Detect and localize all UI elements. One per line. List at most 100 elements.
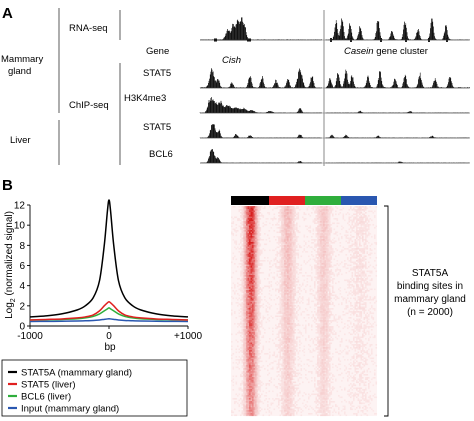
- heatmap-cell: [324, 212, 327, 214]
- heatmap-cell: [255, 261, 257, 264]
- heatmap-cell: [318, 219, 321, 222]
- heatmap-cell: [285, 248, 288, 250]
- heatmap-cell: [314, 311, 316, 313]
- heatmap-cell: [256, 225, 259, 228]
- heatmap-cell: [285, 267, 288, 270]
- heatmap-cell: [252, 279, 254, 282]
- heatmap-cell: [247, 290, 250, 292]
- heatmap-cell: [293, 398, 295, 400]
- heatmap-cell: [314, 246, 316, 249]
- heatmap-cell: [288, 285, 291, 288]
- heatmap-cell: [252, 249, 254, 252]
- heatmap-cell: [329, 303, 331, 306]
- heatmap-cell: [246, 363, 248, 366]
- heatmap-cell: [261, 249, 263, 252]
- heatmap-cell: [258, 383, 260, 385]
- heatmap-cell: [249, 302, 251, 304]
- heatmap-cell: [315, 207, 318, 210]
- heatmap-cell: [288, 246, 291, 249]
- heatmap-cell: [293, 297, 295, 300]
- heatmap-cell: [241, 410, 244, 412]
- panel-a-letter: A: [2, 5, 13, 22]
- heatmap-cell: [297, 351, 300, 354]
- heatmap-cell: [276, 344, 279, 346]
- heatmap-cell: [253, 338, 256, 340]
- heatmap-cell: [284, 360, 286, 363]
- heatmap-cell: [317, 302, 319, 304]
- heatmap-cell: [267, 260, 269, 262]
- heatmap-cell: [336, 273, 339, 276]
- heatmap-cell: [246, 243, 248, 246]
- heatmap-cell: [318, 222, 321, 225]
- heatmap-cell: [278, 345, 280, 348]
- heatmap-cell: [278, 378, 280, 381]
- heatmap-cell: [264, 296, 266, 298]
- heatmap-cell: [268, 390, 271, 393]
- heatmap-cell: [246, 312, 248, 315]
- heatmap-cell: [293, 222, 295, 225]
- heatmap-cell: [241, 230, 244, 232]
- heatmap-cell: [290, 249, 292, 252]
- heatmap-cell: [287, 215, 289, 217]
- heatmap-cell: [306, 261, 309, 264]
- heatmap-cell: [259, 395, 262, 397]
- heatmap-cell: [249, 207, 251, 210]
- heatmap-cell: [253, 296, 256, 298]
- heatmap-cell: [318, 210, 321, 213]
- heatmap-cell: [317, 311, 319, 313]
- heatmap-cell: [253, 299, 256, 301]
- heatmap-cell: [240, 398, 242, 400]
- heatmap-cell: [244, 303, 247, 306]
- heatmap-cell: [256, 251, 259, 253]
- heatmap-cell: [324, 290, 327, 292]
- heatmap-cell: [290, 285, 292, 288]
- heatmap-cell: [258, 237, 260, 240]
- heatmap-cell: [246, 263, 248, 265]
- heatmap-cell: [244, 372, 247, 375]
- heatmap-cell: [294, 368, 297, 370]
- heatmap-cell: [253, 291, 256, 294]
- heatmap-cell: [290, 324, 292, 327]
- heatmap-cell: [285, 381, 288, 384]
- heatmap-cell: [278, 339, 280, 342]
- heatmap-cell: [318, 294, 321, 297]
- heatmap-cell: [279, 236, 282, 238]
- heatmap-cell: [282, 345, 285, 348]
- heatmap-cell: [279, 215, 282, 217]
- heatmap-cell: [246, 332, 248, 334]
- heatmap-cell: [269, 380, 271, 382]
- heatmap-cell: [293, 393, 295, 396]
- heatmap-cell: [258, 233, 260, 235]
- heatmap-cell: [240, 270, 242, 273]
- heatmap-cell: [244, 287, 247, 289]
- heatmap-cell: [285, 308, 288, 310]
- heatmap-cell: [299, 332, 301, 334]
- heatmap-cell: [296, 249, 298, 252]
- heatmap-cell: [335, 240, 337, 243]
- heatmap-cell: [244, 392, 247, 394]
- heatmap-cell: [287, 402, 289, 405]
- heatmap-cell: [287, 336, 289, 339]
- heatmap-cell: [288, 224, 291, 226]
- heatmap-cell: [281, 305, 283, 307]
- heatmap-cell: [231, 302, 233, 304]
- heatmap-cell: [294, 410, 297, 412]
- heatmap-cell: [284, 327, 286, 330]
- heatmap-cell: [250, 386, 253, 388]
- heatmap-cell: [293, 413, 295, 415]
- heatmap-cell: [259, 215, 262, 217]
- heatmap-cell: [327, 234, 330, 237]
- heatmap-cell: [243, 297, 245, 300]
- heatmap-cell: [321, 209, 324, 211]
- heatmap-cell: [290, 327, 292, 330]
- heatmap-cell: [250, 371, 253, 373]
- heatmap-cell: [297, 300, 300, 303]
- heatmap-cell: [285, 279, 288, 282]
- heatmap-cell: [297, 281, 300, 283]
- heatmap-cell: [255, 318, 257, 321]
- heatmap-cell: [317, 225, 319, 228]
- heatmap-cell: [285, 339, 288, 342]
- heatmap-cell: [323, 252, 325, 255]
- heatmap-cell: [253, 332, 256, 334]
- heatmap-cell: [237, 299, 239, 301]
